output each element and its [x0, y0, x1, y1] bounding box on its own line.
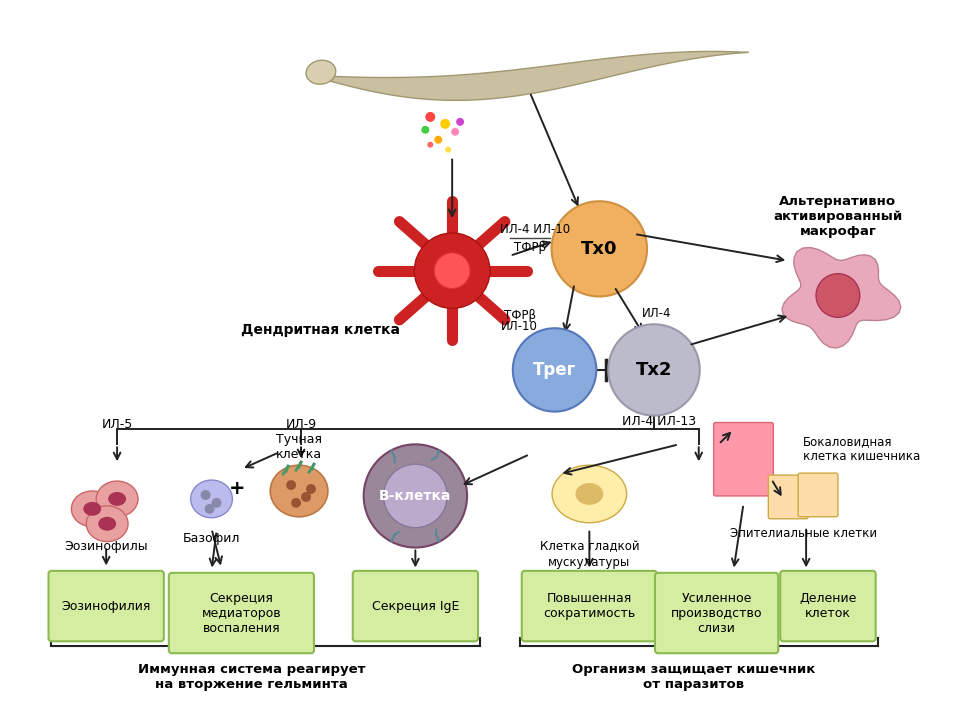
Circle shape — [445, 147, 451, 153]
Ellipse shape — [96, 481, 138, 517]
Polygon shape — [782, 248, 900, 348]
Text: Альтернативно
активированный
макрофаг: Альтернативно активированный макрофаг — [774, 194, 902, 238]
Circle shape — [201, 490, 210, 500]
Circle shape — [301, 492, 311, 502]
Text: Повышенная
сократимость: Повышенная сократимость — [543, 592, 636, 620]
Text: Бокаловидная
клетка кишечника: Бокаловидная клетка кишечника — [804, 436, 921, 463]
Text: Тх2: Тх2 — [636, 361, 672, 379]
Circle shape — [609, 324, 700, 415]
Circle shape — [211, 498, 222, 508]
Circle shape — [425, 112, 435, 122]
Text: Эозинофилы: Эозинофилы — [64, 540, 148, 553]
Ellipse shape — [71, 491, 113, 527]
Text: Дендритная клетка: Дендритная клетка — [241, 323, 400, 337]
FancyBboxPatch shape — [352, 571, 478, 642]
Circle shape — [364, 444, 468, 547]
Ellipse shape — [191, 480, 232, 518]
Circle shape — [427, 142, 433, 148]
Circle shape — [513, 328, 596, 412]
Circle shape — [415, 233, 490, 308]
Text: Трег: Трег — [533, 361, 576, 379]
Circle shape — [451, 128, 459, 136]
Text: ИЛ-5: ИЛ-5 — [102, 418, 132, 431]
FancyBboxPatch shape — [521, 571, 657, 642]
Text: Клетка гладкой
мускулатуры: Клетка гладкой мускулатуры — [540, 541, 639, 569]
Text: Усиленное
производство
слизи: Усиленное производство слизи — [671, 592, 762, 634]
Text: Деление
клеток: Деление клеток — [800, 592, 856, 620]
Circle shape — [204, 504, 214, 514]
Circle shape — [456, 118, 464, 126]
Text: Тх0: Тх0 — [581, 240, 617, 258]
Circle shape — [291, 498, 301, 508]
FancyBboxPatch shape — [798, 473, 838, 517]
Ellipse shape — [306, 60, 336, 84]
Circle shape — [434, 136, 443, 144]
Text: ИЛ-10: ИЛ-10 — [501, 320, 539, 333]
FancyBboxPatch shape — [169, 573, 314, 653]
Ellipse shape — [552, 465, 627, 523]
FancyBboxPatch shape — [49, 571, 164, 642]
FancyBboxPatch shape — [655, 573, 779, 653]
Text: ИЛ-4: ИЛ-4 — [642, 307, 672, 320]
Text: Базофил: Базофил — [182, 531, 240, 544]
Ellipse shape — [575, 483, 603, 505]
Ellipse shape — [84, 502, 101, 516]
Text: ИЛ-9: ИЛ-9 — [285, 418, 317, 431]
Text: ТФРβ: ТФРβ — [504, 309, 536, 322]
Text: ИЛ-4 ИЛ-10: ИЛ-4 ИЛ-10 — [499, 222, 569, 235]
Text: Эпителиальные клетки: Эпителиальные клетки — [730, 527, 876, 540]
Text: Организм защищает кишечник
от паразитов: Организм защищает кишечник от паразитов — [572, 662, 815, 690]
Ellipse shape — [108, 492, 126, 506]
Circle shape — [384, 464, 447, 528]
Ellipse shape — [98, 517, 116, 531]
Circle shape — [816, 274, 860, 318]
Text: В-клетка: В-клетка — [379, 489, 451, 503]
Text: Секреция
медиаторов
воспаления: Секреция медиаторов воспаления — [202, 592, 281, 634]
Text: Эозинофилия: Эозинофилия — [61, 600, 151, 613]
Text: ИЛ-4 ИЛ-13: ИЛ-4 ИЛ-13 — [622, 415, 696, 428]
Ellipse shape — [86, 506, 128, 541]
Text: +: + — [229, 480, 246, 498]
Circle shape — [286, 480, 296, 490]
Text: Тучная
клетка: Тучная клетка — [276, 433, 323, 462]
Text: Иммунная система реагирует
на вторжение гельминта: Иммунная система реагирует на вторжение … — [137, 662, 365, 690]
Circle shape — [434, 253, 470, 289]
Polygon shape — [311, 51, 749, 100]
FancyBboxPatch shape — [768, 475, 808, 519]
Circle shape — [441, 119, 450, 129]
Ellipse shape — [270, 465, 328, 517]
Text: Секреция IgE: Секреция IgE — [372, 600, 459, 613]
Circle shape — [306, 484, 316, 494]
FancyBboxPatch shape — [780, 571, 876, 642]
Text: ТФРβ: ТФРβ — [514, 241, 546, 254]
Circle shape — [552, 201, 647, 297]
FancyBboxPatch shape — [713, 423, 774, 496]
Circle shape — [421, 126, 429, 134]
